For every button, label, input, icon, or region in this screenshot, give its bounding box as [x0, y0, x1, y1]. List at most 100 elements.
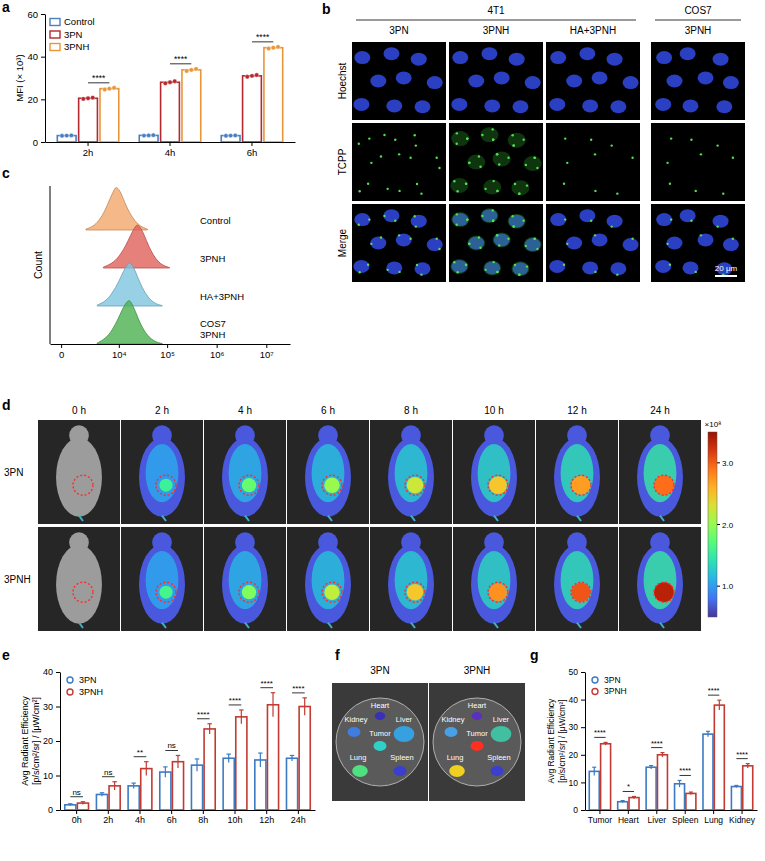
colorbar-unit: ×10⁸: [705, 420, 722, 429]
y-tick-label: 30: [569, 722, 579, 732]
signal-dot: [498, 163, 500, 165]
mouse-head: [484, 425, 504, 446]
significance-label: ****: [197, 710, 209, 719]
nucleus: [354, 213, 370, 226]
x-tick-mark: [108, 810, 109, 814]
image-cell: [546, 204, 640, 282]
y-tick-mark: [56, 741, 60, 742]
signal-dot: [700, 153, 702, 155]
bar: [264, 48, 283, 142]
signal-dot: [456, 143, 458, 145]
error-bar: [706, 731, 710, 737]
error-cap: [131, 782, 135, 783]
signal-dot: [370, 162, 372, 164]
signal-dot: [414, 134, 416, 136]
x-tick-label: Kidney: [729, 815, 756, 825]
error-bar: [678, 780, 682, 787]
error-cap: [68, 803, 72, 804]
error-bar: [131, 783, 135, 789]
signal-dot: [484, 188, 486, 190]
signal-dot: [536, 248, 538, 250]
x-tick-label: Lung: [704, 815, 723, 825]
organ-label: Lung: [350, 753, 367, 762]
signal-dot: [468, 162, 470, 164]
signal-dot: [666, 162, 668, 164]
y-tick-label: 40: [569, 695, 579, 705]
image-cell: [204, 420, 286, 524]
data-point: [233, 133, 237, 137]
column-label: HA+3PNH: [570, 25, 616, 36]
nucleus: [484, 261, 500, 274]
x-tick-mark: [298, 810, 299, 814]
error-cap: [302, 697, 306, 698]
signal-dot: [563, 264, 565, 266]
cytoplasm-signal: [450, 259, 468, 274]
signal-dot: [496, 234, 498, 236]
row-label: 3PN: [4, 467, 23, 478]
mouse-head: [69, 532, 89, 553]
signal-dot: [465, 264, 467, 266]
error-stem: [196, 759, 197, 771]
data-point: [224, 134, 228, 138]
group-label: COS7: [684, 5, 712, 16]
signal-dot: [386, 188, 388, 190]
x-tick: 10⁵: [160, 344, 175, 360]
y-tick: 40: [27, 51, 45, 62]
image-background: [546, 204, 640, 282]
signal-dot: [566, 162, 568, 164]
error-bar: [734, 785, 738, 787]
x-tick-mark: [628, 810, 629, 814]
bar: [79, 98, 98, 142]
signal-dot: [526, 265, 528, 267]
x-tick-mark: [76, 810, 77, 814]
error-stem: [114, 782, 115, 790]
x-axis: 0h2h4h6h8h10h12h24h: [61, 810, 316, 825]
nucleus: [582, 261, 598, 274]
tumor-signal: [654, 475, 674, 495]
signal-dot: [616, 273, 618, 275]
panel-letter: d: [2, 397, 11, 413]
signal-dot: [479, 247, 481, 249]
y-tick-mark: [41, 142, 45, 143]
mouse-body: [554, 545, 600, 624]
x-tick-mark: [656, 810, 657, 814]
data-point: [266, 46, 270, 50]
nucleus: [550, 51, 566, 64]
y-tick-label: 0: [33, 137, 38, 148]
x-tick: 0: [59, 344, 64, 360]
signal-dot: [492, 220, 494, 222]
organ-label: Spleen: [487, 753, 510, 762]
signal-dot: [513, 225, 515, 227]
image-cell: [287, 527, 369, 631]
nucleus: [411, 215, 427, 228]
legend-label: 3PN: [79, 675, 97, 685]
error-cap: [660, 752, 664, 753]
image-background: [449, 42, 543, 120]
signal-dot: [394, 220, 396, 222]
cytoplasm-signal: [450, 178, 468, 193]
nucleus: [549, 98, 565, 111]
mouse-body: [388, 545, 434, 624]
error-cap: [706, 731, 710, 732]
error-stem: [719, 700, 720, 710]
organ: [374, 741, 387, 751]
error-cap: [649, 765, 653, 766]
signal-dot: [383, 215, 385, 217]
y-tick-label: 20: [27, 94, 38, 105]
bar: [223, 758, 234, 810]
x-tick: Heart: [618, 810, 639, 825]
x-tick: 10⁷: [260, 344, 275, 360]
image-cell: [449, 42, 543, 120]
bar: [601, 744, 611, 810]
tumor-signal: [654, 582, 674, 602]
y-tick-label: 10: [569, 778, 579, 788]
colorbar: [708, 432, 717, 617]
group-rule: [356, 20, 636, 21]
organ-label: Tumor: [466, 729, 488, 738]
tumor-signal: [242, 478, 256, 492]
error-cap: [592, 767, 596, 768]
image-background: [536, 420, 618, 524]
organ-label: Lung: [447, 753, 464, 762]
x-axis: 2h4h6h: [46, 142, 296, 158]
image-background: [429, 683, 525, 801]
